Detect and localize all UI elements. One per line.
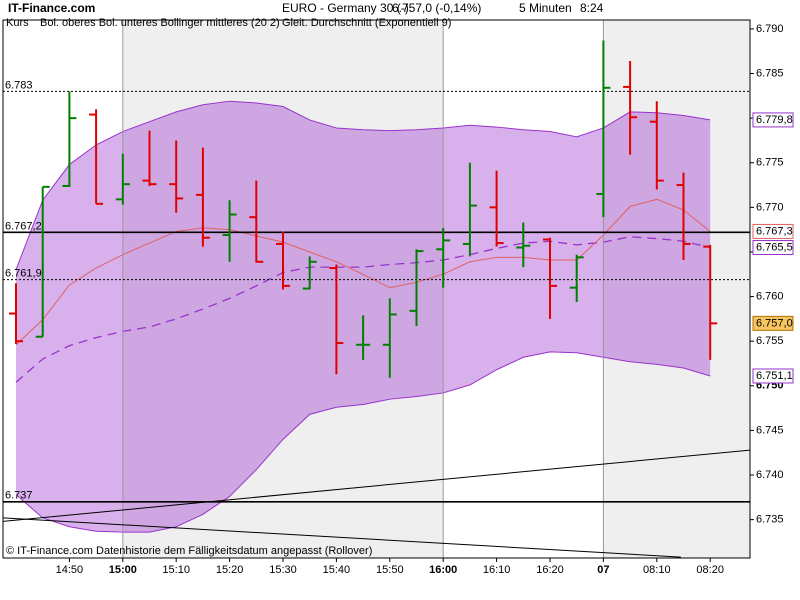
interval: 5 Minuten: [519, 1, 572, 15]
end-label: 6.765,5: [756, 241, 793, 253]
quote: 6.757,0 (-0,14%): [392, 1, 481, 15]
y-tick-label: 6.755: [756, 335, 784, 347]
end-label-box: [752, 368, 794, 384]
y-tick-label: 6.770: [756, 201, 784, 213]
y-tick-label: 6.775: [756, 157, 784, 169]
legend-bollinger: Bol. oberes Bol. unteres Bollinger mittl…: [40, 17, 280, 29]
y-tick-label: 6.745: [756, 424, 784, 436]
x-tick-label: 14:50: [56, 564, 84, 576]
end-label-box: [752, 112, 794, 128]
level-label: 6.761,9: [5, 268, 42, 280]
x-tick-label: 15:10: [162, 564, 190, 576]
level-label: 6.737: [5, 490, 33, 502]
time: 8:24: [580, 1, 604, 15]
x-tick-label: 15:00: [109, 564, 137, 576]
x-tick-label: 15:20: [216, 564, 244, 576]
x-tick-label: 08:10: [643, 564, 671, 576]
y-tick-label: 6.740: [756, 469, 784, 481]
x-tick-label: 15:30: [269, 564, 297, 576]
x-tick-label: 16:10: [483, 564, 511, 576]
plot-area: [3, 20, 750, 558]
y-tick-label: 6.760: [756, 290, 784, 302]
trendline: [3, 517, 681, 558]
level-label: 6.767,2: [5, 220, 42, 232]
legend-price: Kurs: [6, 17, 29, 29]
plot-frame: [2, 19, 751, 559]
chart-title: EURO - Germany 30 (-): [282, 1, 409, 15]
end-label: 6.767,3: [756, 225, 793, 237]
end-label-box: [752, 223, 794, 239]
session-shade: [603, 20, 750, 558]
x-tick-label: 16:20: [536, 564, 564, 576]
legend-ema: Gleit. Durchschnitt (Exponentiell 9): [282, 17, 451, 29]
band-upper: [15, 100, 711, 270]
y-tick-label: 6.785: [756, 67, 784, 79]
y-tick-label: 6.735: [756, 514, 784, 526]
y-tick-label: 6.790: [756, 23, 784, 35]
x-tick-label: 16:00: [429, 564, 457, 576]
end-label: 6.751,1: [756, 370, 793, 382]
x-tick-label: 15:50: [376, 564, 404, 576]
end-label-box: [752, 240, 794, 256]
overlay: 6.783 6.767,2 6.761,9 6.737 6.735 6.740 6.745 6…: [2, 17, 794, 576]
brand: IT-Finance.com: [8, 1, 95, 15]
x-tick-label: 08:20: [696, 564, 724, 576]
end-label-box: [752, 315, 794, 331]
end-label: 6.757,0: [756, 317, 793, 329]
trendline: [3, 449, 750, 522]
level-label: 6.783: [5, 79, 33, 91]
x-tick-label: 15:40: [323, 564, 351, 576]
ema-line: [15, 198, 711, 346]
band-lower: [15, 351, 711, 533]
x-tick-label: 07: [597, 564, 609, 576]
footer: © IT-Finance.com Datenhistorie dem Fälli…: [6, 545, 372, 557]
end-label: 6.779,8: [756, 114, 793, 126]
